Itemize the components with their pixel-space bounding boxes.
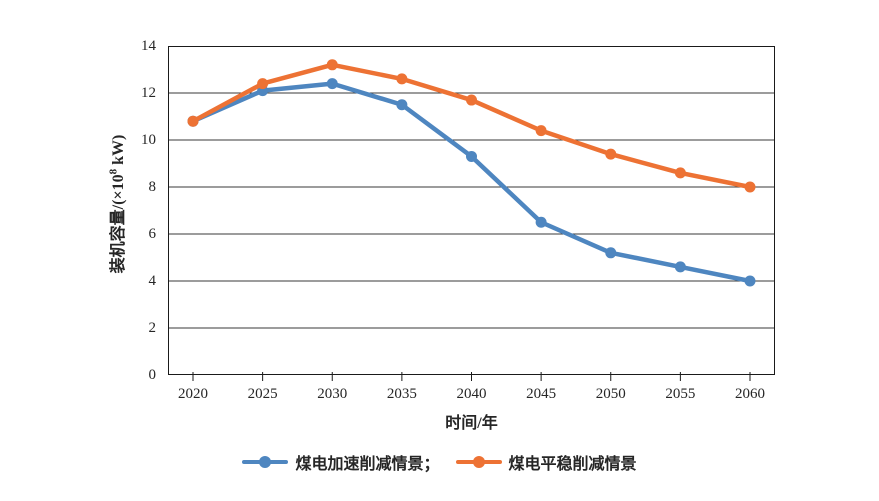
data-point-marker (257, 78, 269, 90)
data-point-marker (535, 125, 547, 137)
x-tick-label: 2045 (526, 386, 557, 402)
y-axis-title-superscript: 8 (107, 168, 120, 175)
legend: 煤电加速削减情景； 煤电平稳削减情景 (0, 448, 879, 476)
y-tick-label: 14 (141, 38, 156, 54)
legend-label-steady: 煤电平稳削减情景 (508, 456, 637, 473)
plot-area (168, 46, 775, 381)
x-tick-label: 2060 (735, 386, 765, 402)
data-point-marker (535, 216, 547, 228)
y-tick-label: 2 (148, 320, 157, 336)
data-point-marker (326, 78, 338, 90)
legend-marker-blue-line-icon (242, 456, 289, 468)
legend-label-accelerated: 煤电加速削减情景； (295, 456, 440, 473)
x-tick-label: 2055 (665, 386, 696, 402)
data-point-marker (605, 148, 617, 160)
data-point-marker (605, 247, 617, 259)
data-point-marker (396, 99, 408, 111)
data-point-marker (326, 59, 338, 71)
series-line (190, 62, 753, 190)
y-tick-label: 10 (141, 132, 156, 148)
data-point-marker (744, 275, 756, 287)
x-tick-label: 2020 (178, 386, 208, 402)
data-point-marker (744, 181, 756, 193)
x-tick-label: 2035 (386, 386, 417, 402)
x-axis-title: 时间/年 (445, 415, 498, 432)
data-point-marker (674, 167, 686, 179)
legend-marker-orange-line-icon (455, 456, 502, 468)
y-tick-label: 12 (141, 85, 156, 101)
data-point-marker (187, 115, 199, 127)
data-point-marker (466, 150, 477, 162)
x-tick-label: 2050 (595, 386, 626, 402)
data-point-marker (674, 261, 686, 273)
x-tick-label: 2025 (247, 386, 278, 402)
data-point-marker (466, 94, 477, 106)
y-tick-label: 0 (148, 367, 157, 383)
y-tick-label: 4 (148, 273, 157, 289)
data-point-marker (396, 73, 408, 85)
series-line (190, 81, 753, 284)
y-tick-label: 6 (148, 226, 157, 242)
x-tick-label: 2040 (456, 386, 487, 402)
y-tick-label: 8 (148, 179, 157, 195)
legend-item-steady: 煤电平稳削减情景 (455, 450, 637, 474)
x-tick-label: 2030 (317, 386, 348, 402)
legend-item-accelerated: 煤电加速削减情景； (242, 450, 440, 474)
